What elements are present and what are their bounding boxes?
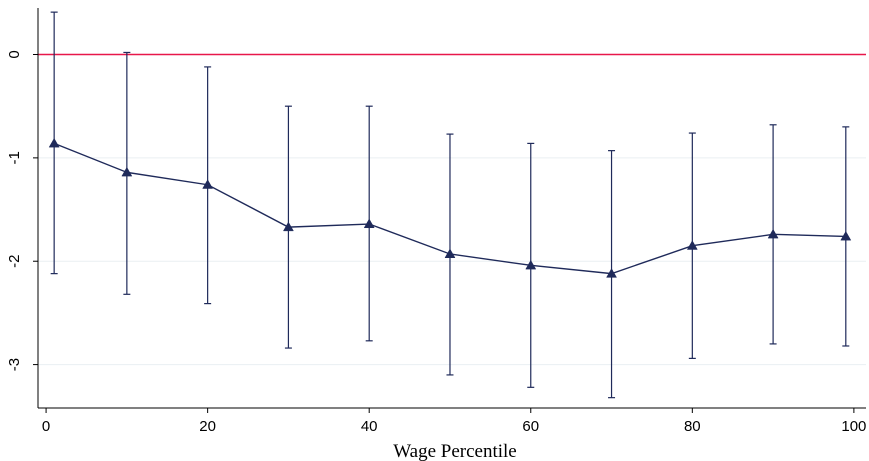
- data-point-marker: [525, 259, 537, 270]
- y-tick-label: -2: [6, 255, 23, 268]
- x-tick-label: 40: [361, 418, 378, 435]
- x-tick-label: 0: [42, 418, 50, 435]
- y-tick-label: 0: [6, 50, 23, 58]
- x-tick-label: 80: [684, 418, 701, 435]
- data-point-marker: [121, 166, 133, 177]
- data-point-marker: [48, 137, 60, 148]
- x-tick-label: 100: [841, 418, 866, 435]
- data-point-marker: [840, 230, 852, 241]
- axis-layer: 0 20 40 60 80 100 0 -1 -2 -3: [6, 8, 866, 435]
- x-tick-label: 60: [522, 418, 539, 435]
- x-tick-label: 20: [199, 418, 216, 435]
- data-point-marker: [686, 240, 698, 250]
- y-tick-label: -1: [6, 151, 23, 164]
- data-point-marker: [767, 228, 779, 239]
- series-layer: [48, 11, 852, 399]
- data-point-marker: [202, 179, 214, 189]
- data-point-marker: [363, 218, 375, 229]
- data-point-marker: [444, 248, 456, 258]
- data-point-marker: [282, 221, 294, 232]
- y-tick-label: -3: [6, 358, 23, 371]
- x-axis-title: Wage Percentile: [393, 441, 517, 461]
- data-point-marker: [606, 268, 617, 278]
